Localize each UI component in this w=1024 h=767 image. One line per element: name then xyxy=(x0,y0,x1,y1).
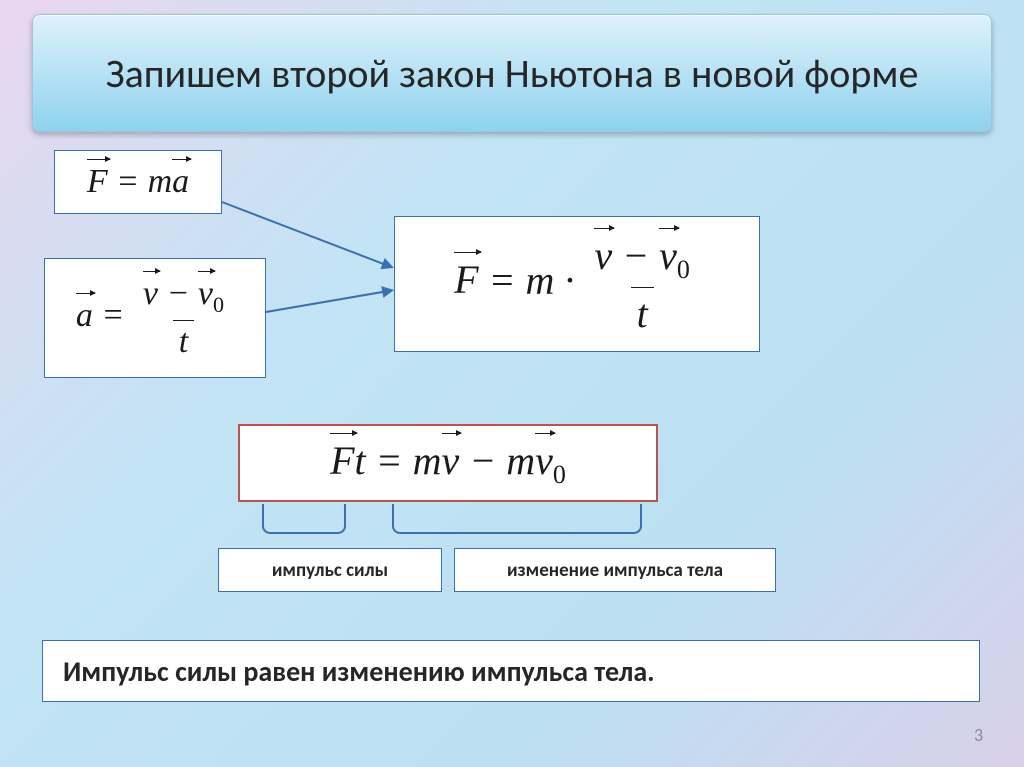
statement-text: Импульс силы равен изменению импульса те… xyxy=(63,654,655,689)
label-impulse-force: импульс силы xyxy=(218,548,442,592)
title-text: Запишем второй закон Ньютона в новой фор… xyxy=(106,49,919,98)
bracket-impulse-force xyxy=(262,504,346,534)
formula-combined: F = m · v − v0t xyxy=(394,216,760,352)
label-momentum-change: изменение импульса тела xyxy=(454,548,776,592)
page-number-text: 3 xyxy=(974,724,983,746)
formula-impulse: Ft = mv − mv0 xyxy=(238,424,658,502)
arrow-eq2-to-eq3 xyxy=(266,290,394,312)
formula-acceleration: a = v − v0t xyxy=(44,258,266,378)
slide: Запишем второй закон Ньютона в новой фор… xyxy=(0,0,1024,767)
page-number: 3 xyxy=(974,724,983,746)
formula-newton2: F = ma xyxy=(54,150,222,214)
label-impulse-force-text: импульс силы xyxy=(272,559,388,582)
bracket-momentum-change xyxy=(392,504,642,534)
label-momentum-change-text: изменение импульса тела xyxy=(507,559,723,582)
slide-title: Запишем второй закон Ньютона в новой фор… xyxy=(32,14,992,132)
statement: Импульс силы равен изменению импульса те… xyxy=(42,640,980,702)
